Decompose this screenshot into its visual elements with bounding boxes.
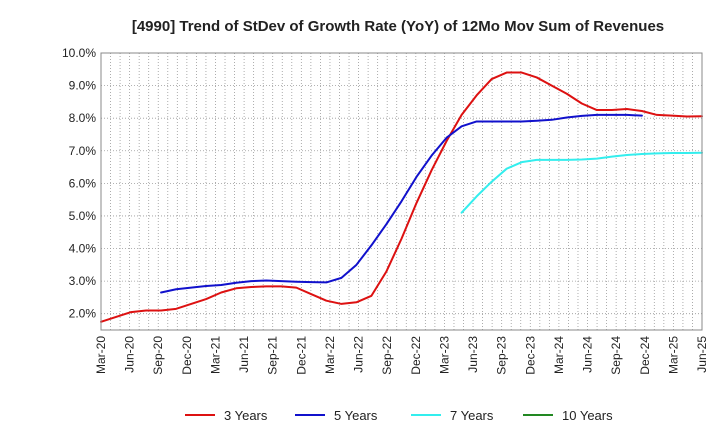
x-tick-label: Jun-20 [123, 336, 137, 373]
legend-label: 10 Years [562, 408, 613, 423]
x-tick-label: Mar-24 [552, 336, 566, 374]
legend-label: 5 Years [334, 408, 378, 423]
x-tick-label: Jun-21 [237, 336, 251, 373]
y-tick-label: 8.0% [69, 111, 97, 125]
x-tick-label: Mar-21 [208, 336, 222, 374]
y-tick-label: 4.0% [69, 242, 97, 256]
y-tick-label: 5.0% [69, 209, 97, 223]
x-tick-label: Mar-20 [94, 336, 108, 374]
plot-frame [100, 52, 703, 331]
x-tick-label: Mar-25 [666, 336, 680, 374]
series-line-7-years [460, 151, 703, 214]
grid [101, 52, 702, 330]
y-tick-label: 2.0% [69, 307, 97, 321]
x-tick-label: Jun-24 [581, 336, 595, 373]
x-tick-label: Jun-23 [466, 336, 480, 373]
y-tick-label: 3.0% [69, 274, 97, 288]
x-tick-label: Sep-22 [380, 336, 394, 375]
x-tick-label: Sep-21 [266, 336, 280, 375]
x-tick-label: Sep-23 [495, 336, 509, 375]
x-tick-label: Dec-24 [638, 336, 652, 375]
y-axis: 2.0% 3.0% 4.0% 5.0% 6.0% 7.0% 8.0% 9.0% 10.0% [62, 46, 96, 321]
x-tick-label: Mar-23 [437, 336, 451, 374]
y-tick-label: 6.0% [69, 176, 97, 190]
series-line-3-years [100, 71, 703, 323]
y-tick-label: 9.0% [69, 79, 97, 93]
legend: 3 Years 5 Years 7 Years 10 Years [185, 408, 613, 423]
y-tick-label: 10.0% [62, 46, 96, 60]
x-tick-label: Dec-21 [294, 336, 308, 375]
x-tick-label: Dec-20 [180, 336, 194, 375]
x-tick-label: Mar-22 [323, 336, 337, 374]
y-tick-label: 7.0% [69, 144, 97, 158]
chart-title: [4990] Trend of StDev of Growth Rate (Yo… [132, 18, 664, 35]
x-tick-label: Dec-23 [523, 336, 537, 375]
x-tick-label: Sep-20 [151, 336, 165, 375]
series-lines [100, 71, 703, 323]
x-tick-label: Dec-22 [409, 336, 423, 375]
x-tick-label: Jun-25 [695, 336, 709, 373]
x-tick-label: Jun-22 [352, 336, 366, 373]
legend-label: 7 Years [450, 408, 494, 423]
series-line-5-years [160, 113, 643, 294]
legend-label: 3 Years [224, 408, 268, 423]
x-tick-label: Sep-24 [609, 336, 623, 375]
x-axis: Mar-20 Jun-20 Sep-20 Dec-20 Mar-21 Jun-21 Sep-… [94, 336, 709, 375]
